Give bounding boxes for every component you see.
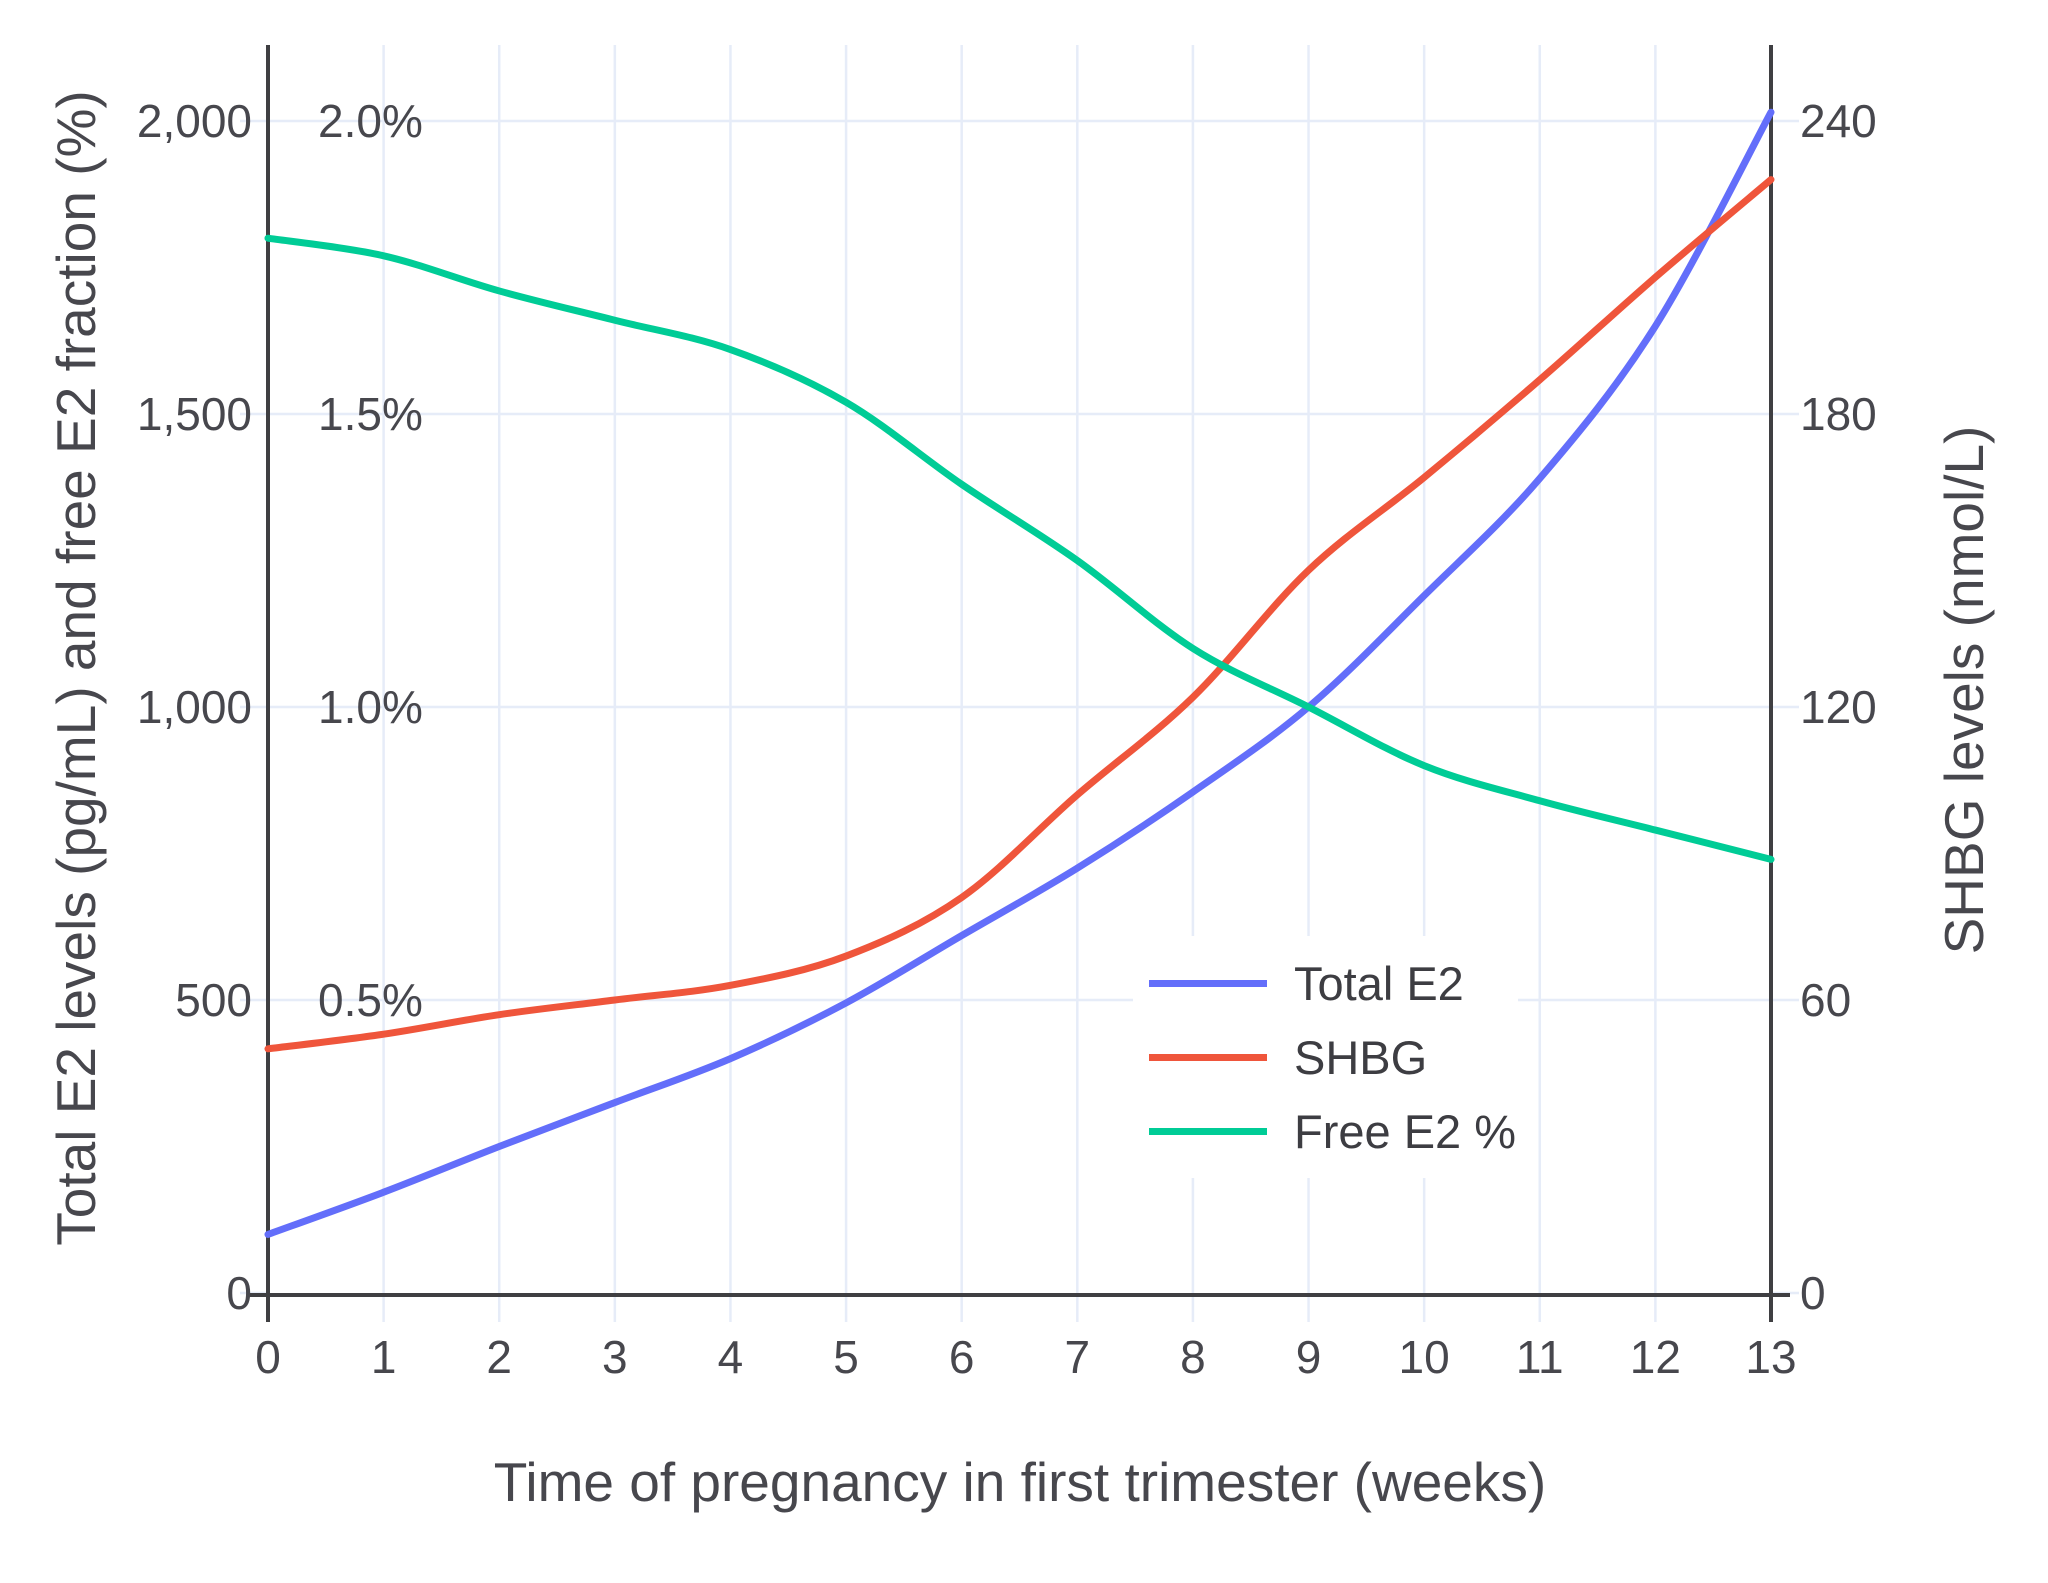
series-line-total-e2 [264, 108, 1775, 1238]
legend-swatch-free-e2 [1149, 1127, 1267, 1135]
series-line-free-e2- [264, 234, 1775, 863]
legend-item-total-e2[interactable]: Total E2 [1133, 946, 1518, 1020]
legend: Total E2 SHBG Free E2 % [1133, 936, 1518, 1178]
legend-label-total-e2: Total E2 [1294, 956, 1464, 1010]
legend-swatch-total-e2 [1149, 979, 1267, 987]
legend-label-shbg: SHBG [1294, 1030, 1428, 1084]
legend-item-free-e2[interactable]: Free E2 % [1133, 1094, 1518, 1168]
legend-swatch-shbg [1149, 1053, 1267, 1061]
legend-label-free-e2: Free E2 % [1294, 1104, 1517, 1158]
series-line-shbg [264, 176, 1775, 1053]
legend-item-shbg[interactable]: SHBG [1133, 1020, 1518, 1094]
